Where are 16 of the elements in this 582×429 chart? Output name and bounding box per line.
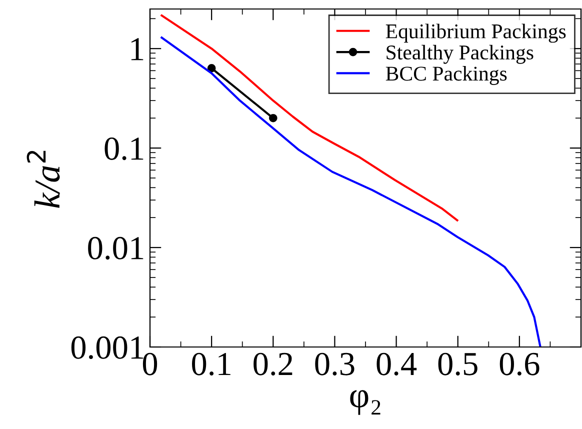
y-tick-label: 0.001 [71,336,144,360]
y-axis-title: k/a$^{2}$ [26,150,60,208]
y-tick-label: 1 [131,38,144,60]
x-tick-label: 0.1 [192,352,230,376]
x-tick-label: 0.6 [500,352,540,376]
legend-label: Equilibrium Packings [386,24,566,43]
legend-label: Stealthy Packings [386,44,534,64]
legend-label: BCC Packings [386,66,507,85]
x-tick-label: 0.2 [254,352,292,376]
y-tick-label: 0.01 [88,236,144,260]
y-tick-label: 0.1 [104,137,144,160]
x-tick-label: 0.4 [376,352,417,376]
x-tick-label: 0.3 [315,352,354,376]
x-tick-label: 0 [142,352,158,376]
x-axis-title: φ₂ [350,390,380,415]
x-tick-label: 0.5 [438,352,478,376]
